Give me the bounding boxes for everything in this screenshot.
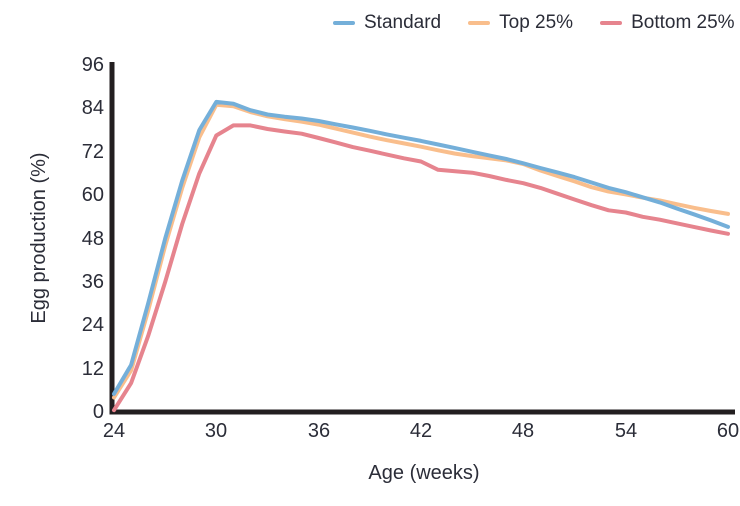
legend-item-standard: Standard bbox=[333, 12, 441, 34]
x-tick-label-36: 36 bbox=[307, 420, 331, 442]
y-tick-label-60: 60 bbox=[81, 184, 104, 206]
legend-label-bottom25: Bottom 25% bbox=[631, 12, 735, 33]
x-tick-label-48: 48 bbox=[511, 420, 535, 442]
legend-item-bottom25: Bottom 25% bbox=[600, 12, 735, 34]
legend-swatch-bottom25-icon bbox=[600, 21, 623, 25]
series-line-standard bbox=[112, 99, 730, 396]
y-tick-label-84: 84 bbox=[81, 97, 104, 119]
series-line-bottom-25- bbox=[112, 123, 730, 413]
x-tick-label-30: 30 bbox=[204, 420, 228, 442]
series-line-top-25- bbox=[112, 102, 730, 400]
y-tick-label-0: 0 bbox=[92, 401, 104, 423]
y-tick-label-24: 24 bbox=[81, 314, 104, 336]
y-tick-label-48: 48 bbox=[81, 228, 104, 250]
y-tick-label-96: 96 bbox=[81, 54, 104, 76]
legend-swatch-standard-icon bbox=[333, 21, 355, 25]
y-tick-label-72: 72 bbox=[81, 141, 104, 163]
legend-item-top25: Top 25% bbox=[468, 12, 573, 34]
x-tick-label-54: 54 bbox=[614, 420, 638, 442]
legend-label-top25: Top 25% bbox=[499, 12, 574, 33]
legend-label-standard: Standard bbox=[364, 12, 442, 33]
legend-swatch-top25-icon bbox=[468, 21, 491, 25]
x-tick-label-60: 60 bbox=[716, 420, 740, 442]
y-tick-label-12: 12 bbox=[81, 358, 104, 380]
x-tick-label-42: 42 bbox=[409, 420, 433, 442]
x-tick-label-24: 24 bbox=[102, 420, 126, 442]
y-tick-label-36: 36 bbox=[81, 271, 104, 293]
chart-legend: Standard Top 25% Bottom 25% bbox=[333, 12, 735, 34]
x-axis-title: Age (weeks) bbox=[368, 462, 480, 484]
